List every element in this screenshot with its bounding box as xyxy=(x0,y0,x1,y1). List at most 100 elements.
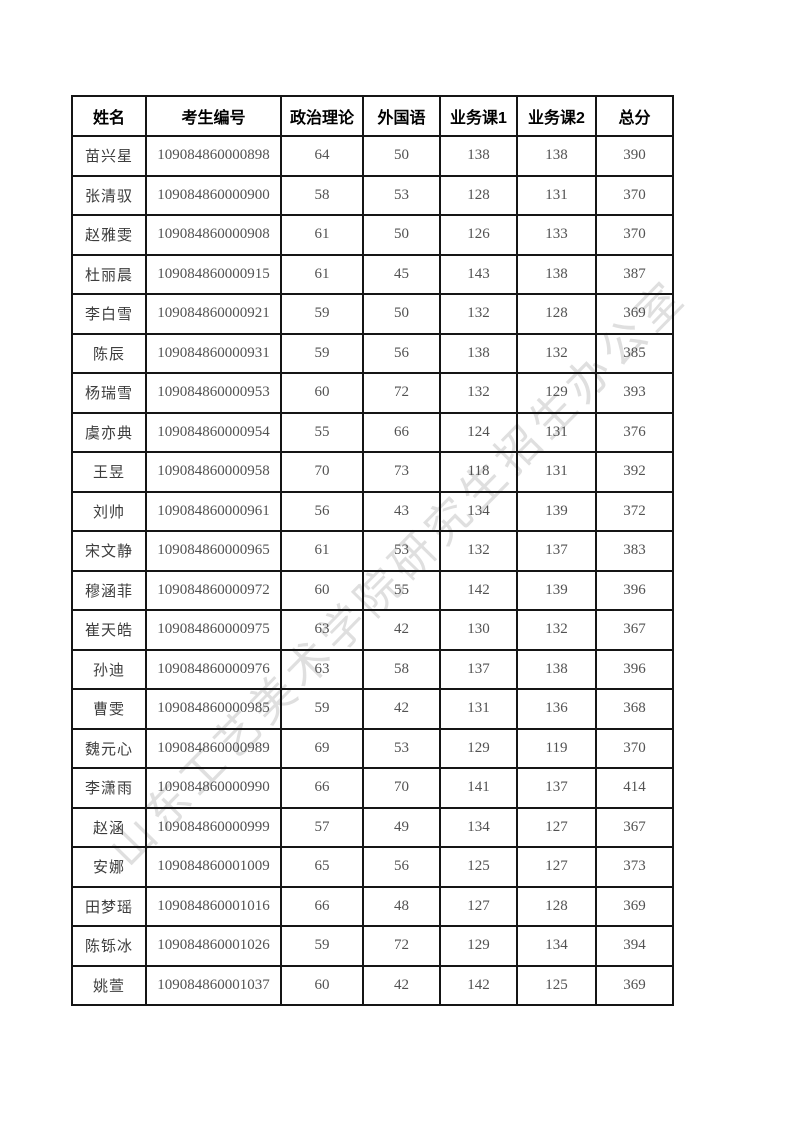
cell-score: 50 xyxy=(362,293,441,335)
table-row: 虞亦典 109084860000954 55 66 124 131 376 xyxy=(71,411,674,453)
cell-score: 370 xyxy=(595,174,674,216)
cell-name: 刘帅 xyxy=(71,490,147,532)
table-row: 宋文静 109084860000965 61 53 132 137 383 xyxy=(71,530,674,572)
cell-candidate-id: 109084860000999 xyxy=(145,806,282,848)
cell-candidate-id: 109084860000908 xyxy=(145,214,282,256)
column-header: 外国语 xyxy=(362,95,441,137)
cell-score: 59 xyxy=(280,293,364,335)
cell-score: 64 xyxy=(280,135,364,177)
cell-name: 安娜 xyxy=(71,846,147,888)
cell-score: 42 xyxy=(362,964,441,1006)
cell-candidate-id: 109084860000921 xyxy=(145,293,282,335)
cell-score: 396 xyxy=(595,648,674,690)
cell-score: 139 xyxy=(516,569,597,611)
cell-name: 李白雪 xyxy=(71,293,147,335)
table-row: 张清驭 109084860000900 58 53 128 131 370 xyxy=(71,174,674,216)
cell-score: 69 xyxy=(280,727,364,769)
cell-score: 56 xyxy=(362,332,441,374)
cell-candidate-id: 109084860000976 xyxy=(145,648,282,690)
column-header: 总分 xyxy=(595,95,674,137)
table-row: 姚萱 109084860001037 60 42 142 125 369 xyxy=(71,964,674,1006)
cell-score: 127 xyxy=(516,806,597,848)
cell-score: 53 xyxy=(362,174,441,216)
cell-score: 138 xyxy=(516,253,597,295)
table-row: 曹雯 109084860000985 59 42 131 136 368 xyxy=(71,688,674,730)
cell-score: 42 xyxy=(362,609,441,651)
cell-score: 55 xyxy=(280,411,364,453)
cell-name: 魏元心 xyxy=(71,727,147,769)
table-row: 田梦瑶 109084860001016 66 48 127 128 369 xyxy=(71,885,674,927)
cell-score: 60 xyxy=(280,569,364,611)
cell-score: 131 xyxy=(439,688,518,730)
cell-score: 128 xyxy=(516,885,597,927)
cell-score: 414 xyxy=(595,767,674,809)
cell-name: 杨瑞雪 xyxy=(71,372,147,414)
cell-score: 66 xyxy=(362,411,441,453)
cell-name: 陈辰 xyxy=(71,332,147,374)
cell-score: 372 xyxy=(595,490,674,532)
cell-candidate-id: 109084860000985 xyxy=(145,688,282,730)
cell-candidate-id: 109084860000961 xyxy=(145,490,282,532)
cell-score: 136 xyxy=(516,688,597,730)
cell-score: 119 xyxy=(516,727,597,769)
score-table: 姓名 考生编号 政治理论 外国语 业务课1 业务课2 总分 苗兴星 1090848600008… xyxy=(71,95,674,1006)
cell-name: 曹雯 xyxy=(71,688,147,730)
cell-score: 130 xyxy=(439,609,518,651)
cell-name: 陈铄冰 xyxy=(71,925,147,967)
cell-score: 127 xyxy=(516,846,597,888)
cell-name: 李潇雨 xyxy=(71,767,147,809)
cell-score: 126 xyxy=(439,214,518,256)
table-row: 李潇雨 109084860000990 66 70 141 137 414 xyxy=(71,767,674,809)
cell-score: 392 xyxy=(595,451,674,493)
cell-name: 姚萱 xyxy=(71,964,147,1006)
cell-score: 72 xyxy=(362,925,441,967)
cell-score: 383 xyxy=(595,530,674,572)
cell-candidate-id: 109084860000915 xyxy=(145,253,282,295)
cell-candidate-id: 109084860000954 xyxy=(145,411,282,453)
cell-score: 132 xyxy=(516,332,597,374)
cell-score: 131 xyxy=(516,411,597,453)
cell-score: 132 xyxy=(516,609,597,651)
table-row: 赵涵 109084860000999 57 49 134 127 367 xyxy=(71,806,674,848)
cell-score: 57 xyxy=(280,806,364,848)
cell-score: 134 xyxy=(439,490,518,532)
cell-score: 65 xyxy=(280,846,364,888)
cell-score: 60 xyxy=(280,964,364,1006)
cell-score: 70 xyxy=(280,451,364,493)
cell-score: 63 xyxy=(280,648,364,690)
table-row: 安娜 109084860001009 65 56 125 127 373 xyxy=(71,846,674,888)
cell-score: 129 xyxy=(516,372,597,414)
cell-score: 132 xyxy=(439,293,518,335)
cell-score: 138 xyxy=(516,648,597,690)
cell-score: 73 xyxy=(362,451,441,493)
cell-score: 138 xyxy=(439,135,518,177)
cell-candidate-id: 109084860001037 xyxy=(145,964,282,1006)
cell-score: 125 xyxy=(439,846,518,888)
cell-score: 118 xyxy=(439,451,518,493)
cell-candidate-id: 109084860000965 xyxy=(145,530,282,572)
cell-score: 55 xyxy=(362,569,441,611)
cell-score: 131 xyxy=(516,451,597,493)
cell-score: 368 xyxy=(595,688,674,730)
table-row: 穆涵菲 109084860000972 60 55 142 139 396 xyxy=(71,569,674,611)
cell-score: 142 xyxy=(439,964,518,1006)
header-row: 姓名 考生编号 政治理论 外国语 业务课1 业务课2 总分 xyxy=(71,95,674,137)
cell-score: 141 xyxy=(439,767,518,809)
table-row: 李白雪 109084860000921 59 50 132 128 369 xyxy=(71,293,674,335)
column-header: 考生编号 xyxy=(145,95,282,137)
table-row: 赵雅雯 109084860000908 61 50 126 133 370 xyxy=(71,214,674,256)
table-row: 崔天皓 109084860000975 63 42 130 132 367 xyxy=(71,609,674,651)
cell-score: 50 xyxy=(362,214,441,256)
cell-score: 53 xyxy=(362,530,441,572)
cell-score: 50 xyxy=(362,135,441,177)
cell-score: 59 xyxy=(280,925,364,967)
cell-candidate-id: 109084860001009 xyxy=(145,846,282,888)
cell-score: 72 xyxy=(362,372,441,414)
table-row: 陈铄冰 109084860001026 59 72 129 134 394 xyxy=(71,925,674,967)
cell-score: 129 xyxy=(439,925,518,967)
cell-name: 王昱 xyxy=(71,451,147,493)
cell-score: 133 xyxy=(516,214,597,256)
cell-name: 苗兴星 xyxy=(71,135,147,177)
cell-candidate-id: 109084860000990 xyxy=(145,767,282,809)
